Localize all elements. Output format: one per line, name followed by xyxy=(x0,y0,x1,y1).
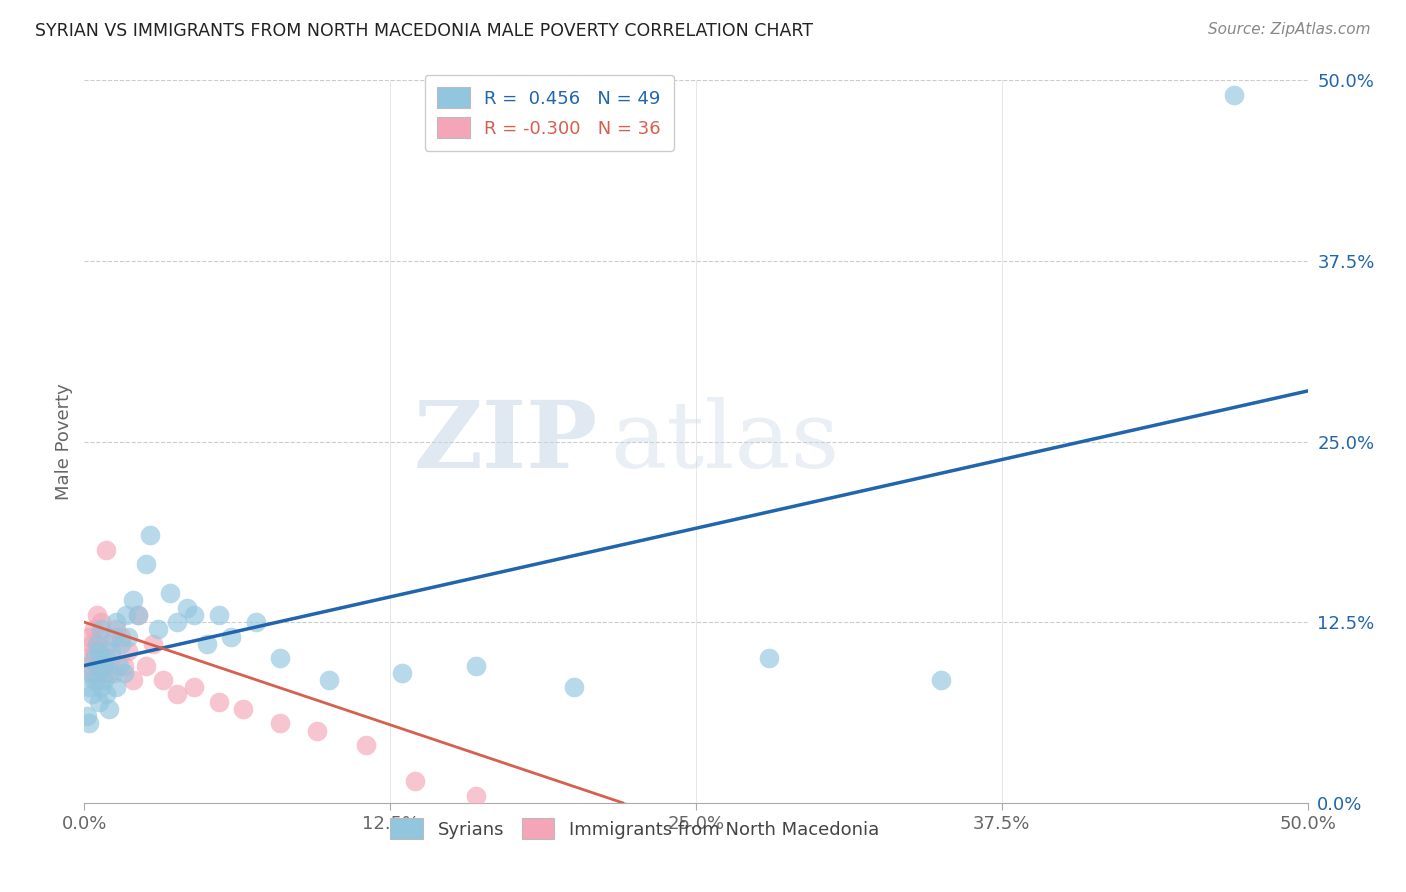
Point xyxy=(93,665,115,680)
Point xyxy=(96,651,118,665)
Point xyxy=(464,658,486,673)
Point xyxy=(76,651,98,665)
Point xyxy=(100,651,122,665)
Point xyxy=(208,607,231,622)
Point xyxy=(183,680,205,694)
Point xyxy=(87,644,110,658)
Point xyxy=(139,528,162,542)
Y-axis label: Male Poverty: Male Poverty xyxy=(55,384,73,500)
Point xyxy=(117,630,139,644)
Text: Source: ZipAtlas.com: Source: ZipAtlas.com xyxy=(1208,22,1371,37)
Point xyxy=(83,651,105,665)
Point xyxy=(77,658,100,673)
Point xyxy=(176,600,198,615)
Text: ZIP: ZIP xyxy=(413,397,598,486)
Point xyxy=(127,607,149,622)
Point xyxy=(245,615,267,630)
Point xyxy=(115,607,138,622)
Point xyxy=(97,702,120,716)
Point xyxy=(159,586,181,600)
Point xyxy=(562,680,585,694)
Point xyxy=(80,637,103,651)
Point xyxy=(354,738,377,752)
Point xyxy=(112,658,135,673)
Point xyxy=(93,658,115,673)
Point xyxy=(83,644,105,658)
Point xyxy=(96,687,118,701)
Point xyxy=(83,673,105,687)
Point xyxy=(146,623,169,637)
Point xyxy=(232,702,254,716)
Point xyxy=(929,673,952,687)
Point xyxy=(87,695,110,709)
Point xyxy=(90,651,112,665)
Point xyxy=(80,665,103,680)
Point xyxy=(105,623,128,637)
Point xyxy=(1223,87,1246,102)
Point xyxy=(76,709,98,723)
Point xyxy=(107,658,129,673)
Text: SYRIAN VS IMMIGRANTS FROM NORTH MACEDONIA MALE POVERTY CORRELATION CHART: SYRIAN VS IMMIGRANTS FROM NORTH MACEDONI… xyxy=(35,22,813,40)
Point xyxy=(96,542,118,557)
Point xyxy=(269,651,291,665)
Point xyxy=(110,630,132,644)
Point xyxy=(219,630,242,644)
Point xyxy=(97,665,120,680)
Point xyxy=(758,651,780,665)
Point xyxy=(87,658,110,673)
Point xyxy=(90,680,112,694)
Point xyxy=(93,673,115,687)
Point xyxy=(135,558,157,572)
Point xyxy=(122,673,145,687)
Point xyxy=(86,658,108,673)
Text: atlas: atlas xyxy=(610,397,839,486)
Point xyxy=(77,716,100,731)
Point xyxy=(86,637,108,651)
Point xyxy=(127,607,149,622)
Point xyxy=(318,673,340,687)
Point xyxy=(87,630,110,644)
Point xyxy=(80,687,103,701)
Point xyxy=(105,615,128,630)
Point xyxy=(183,607,205,622)
Point xyxy=(142,637,165,651)
Point xyxy=(464,789,486,803)
Point xyxy=(86,673,108,687)
Point xyxy=(86,607,108,622)
Point xyxy=(269,716,291,731)
Point xyxy=(305,723,328,738)
Point xyxy=(166,687,188,701)
Point xyxy=(103,630,125,644)
Point xyxy=(208,695,231,709)
Point xyxy=(80,665,103,680)
Point xyxy=(83,623,105,637)
Point xyxy=(90,615,112,630)
Point xyxy=(103,665,125,680)
Point xyxy=(195,637,218,651)
Point xyxy=(112,665,135,680)
Point xyxy=(404,774,426,789)
Point xyxy=(105,680,128,694)
Point xyxy=(97,637,120,651)
Legend: Syrians, Immigrants from North Macedonia: Syrians, Immigrants from North Macedonia xyxy=(381,809,889,848)
Point xyxy=(122,593,145,607)
Point xyxy=(77,680,100,694)
Point xyxy=(135,658,157,673)
Point xyxy=(166,615,188,630)
Point xyxy=(77,630,100,644)
Point xyxy=(110,637,132,651)
Point xyxy=(90,623,112,637)
Point xyxy=(100,644,122,658)
Point xyxy=(117,644,139,658)
Point xyxy=(391,665,413,680)
Point xyxy=(152,673,174,687)
